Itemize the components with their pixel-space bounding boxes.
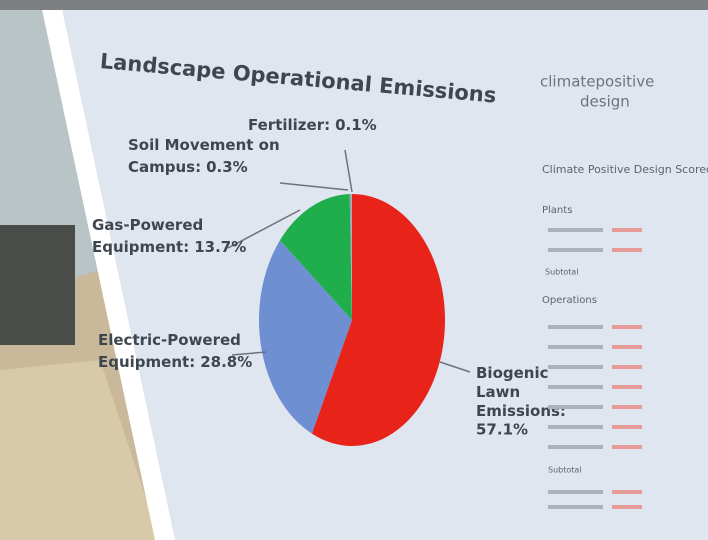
slice-label: Gas-Powered Equipment: 13.7% bbox=[92, 216, 246, 256]
logo: design bbox=[580, 93, 630, 111]
scorecard-row bbox=[548, 228, 603, 232]
scorecard-row bbox=[548, 385, 603, 389]
scorecard-value bbox=[612, 325, 642, 329]
pie-slice bbox=[259, 240, 352, 434]
scorecard-row bbox=[548, 248, 603, 252]
labels: Biogenic Lawn Emissions:57.1% Electric-Powe… bbox=[92, 116, 566, 439]
logo: climatepositive bbox=[540, 73, 654, 91]
scorecard-title: Climate Positive Design Scorecard bbox=[542, 163, 708, 176]
label-name-part: Equipment: bbox=[92, 238, 189, 256]
slice-value: 57.1% bbox=[476, 421, 528, 439]
scorecard-row bbox=[548, 365, 603, 369]
scorecard-section: Operations bbox=[542, 295, 597, 306]
leader-line bbox=[279, 182, 349, 191]
label-line: Lawn bbox=[476, 383, 520, 401]
scorecard-value bbox=[612, 248, 642, 252]
label-value: 28.8% bbox=[200, 353, 252, 371]
label-value: 0.1% bbox=[335, 116, 377, 134]
leader-line bbox=[231, 351, 267, 356]
label-line: Biogenic bbox=[476, 364, 549, 382]
scorecard-row bbox=[548, 325, 603, 329]
scorecard-value bbox=[612, 385, 642, 389]
label-name-part: Electric-Powered bbox=[98, 331, 241, 349]
pie-slice bbox=[349, 194, 352, 320]
scorecard-row bbox=[548, 345, 603, 349]
photo-border bbox=[40, 0, 175, 540]
scorecard-value bbox=[612, 365, 642, 369]
scorecard-value bbox=[612, 345, 642, 349]
slice-label: Soil Movement on Campus: 0.3% bbox=[128, 136, 280, 176]
scorecard-value bbox=[612, 228, 642, 232]
label-name-part: Equipment: bbox=[98, 353, 195, 371]
top-edge bbox=[0, 0, 708, 10]
label-line: Emissions: bbox=[476, 402, 566, 420]
scorecard-subtotal: Subtotal bbox=[548, 466, 582, 475]
leader-line bbox=[439, 361, 471, 373]
scorecard-row bbox=[548, 490, 603, 494]
label-name: Electric-Powered bbox=[98, 331, 241, 349]
slice-label: Electric-Powered Equipment: 28.8% bbox=[98, 331, 252, 371]
pie-slice bbox=[351, 194, 352, 320]
slice-label: Biogenic Lawn Emissions: bbox=[476, 364, 566, 420]
pie-slice bbox=[311, 194, 445, 446]
scorecard-value bbox=[612, 505, 642, 509]
scorecard-value bbox=[612, 445, 642, 449]
label-name: Fertilizer: bbox=[248, 116, 330, 134]
label-value: 0.3% bbox=[206, 158, 248, 176]
label-line: Campus: bbox=[128, 158, 201, 176]
label-name-part: Gas-Powered bbox=[92, 216, 203, 234]
scorecard-row bbox=[548, 505, 603, 509]
scorecard-value bbox=[612, 425, 642, 429]
scorecard-value bbox=[612, 490, 642, 494]
photo-ground bbox=[0, 360, 160, 540]
leader-line bbox=[227, 209, 301, 249]
scorecard-section: Plants bbox=[542, 205, 572, 216]
leader-line bbox=[344, 149, 353, 193]
scorecard-row bbox=[548, 405, 603, 409]
photo-mower bbox=[0, 225, 75, 345]
scorecard-value bbox=[612, 405, 642, 409]
label-line: Soil Movement on bbox=[128, 136, 280, 154]
scorecard-row bbox=[548, 445, 603, 449]
pie-slice bbox=[279, 194, 352, 320]
slice-label: Fertilizer: 0.1% bbox=[248, 116, 377, 134]
scorecard-row bbox=[548, 425, 603, 429]
scorecard-subtotal: Subtotal bbox=[545, 268, 579, 277]
pie bbox=[259, 194, 445, 446]
label-name: Gas-Powered bbox=[92, 216, 203, 234]
label-value: 13.7% bbox=[194, 238, 246, 256]
